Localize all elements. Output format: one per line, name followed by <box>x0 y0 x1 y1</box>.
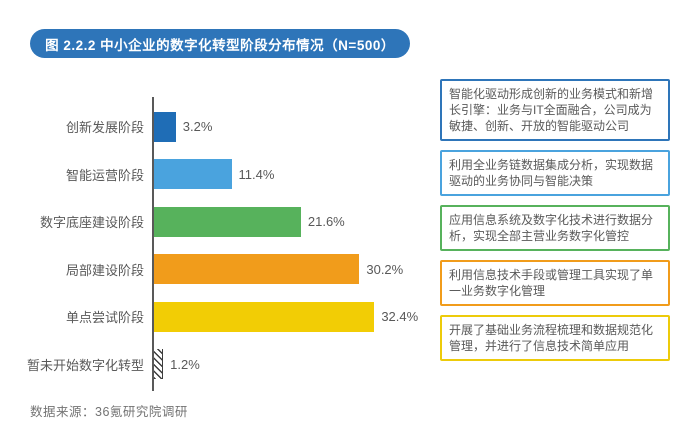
y-axis-line <box>152 97 154 391</box>
annotation-box-intelligent-operation: 利用全业务链数据集成分析，实现数据驱动的业务协同与智能决策 <box>440 150 670 196</box>
value-label: 3.2% <box>182 119 213 135</box>
category-label: 数字底座建设阶段 <box>39 215 144 231</box>
value-label: 11.4% <box>238 166 275 182</box>
chart-row: 暂未开始数字化转型 1.2% <box>18 341 432 389</box>
chart-row: 单点尝试阶段 32.4% <box>18 293 432 341</box>
figure-title-banner: 图 2.2.2 中小企业的数字化转型阶段分布情况（N=500） <box>30 29 410 58</box>
category-label: 创新发展阶段 <box>65 120 144 136</box>
category-label: 局部建设阶段 <box>65 262 144 278</box>
annotation-text: 开展了基础业务流程梳理和数据规范化管理，并进行了信息技术简单应用 <box>449 323 654 353</box>
chart-row: 智能运营阶段 11.4% <box>18 151 432 199</box>
chart-row: 创新发展阶段 3.2% <box>18 103 432 151</box>
annotation-box-digital-base: 应用信息系统及数字化技术进行数据分析，实现全部主营业务数字化管控 <box>440 205 670 251</box>
bar-single-point-trial-stage <box>154 301 375 332</box>
category-label: 单点尝试阶段 <box>65 310 144 326</box>
chart-row: 局部建设阶段 30.2% <box>18 246 432 294</box>
stage-description-panel: 智能化驱动形成创新的业务模式和新增长引擎：业务与IT全面融合，公司成为敏捷、创新… <box>440 79 670 361</box>
bar-partial-construction-stage <box>154 254 360 285</box>
bar-innovation-stage <box>154 111 176 142</box>
annotation-box-single-point-trial: 开展了基础业务流程梳理和数据规范化管理，并进行了信息技术简单应用 <box>440 315 670 361</box>
annotation-text: 应用信息系统及数字化技术进行数据分析，实现全部主营业务数字化管控 <box>449 213 654 243</box>
value-label: 32.4% <box>381 309 419 325</box>
category-label: 智能运营阶段 <box>65 167 144 183</box>
data-source: 数据来源：36氪研究院调研 <box>30 405 188 419</box>
bar-not-started-stage <box>154 349 164 380</box>
bar-rows: 创新发展阶段 3.2% 智能运营阶段 11.4% 数字底座建设阶段 21.6% … <box>18 103 432 388</box>
annotation-text: 智能化驱动形成创新的业务模式和新增长引擎：业务与IT全面融合，公司成为敏捷、创新… <box>449 87 654 133</box>
value-label: 30.2% <box>366 261 404 277</box>
bar-digital-base-stage <box>154 206 301 237</box>
category-label: 暂未开始数字化转型 <box>26 357 144 373</box>
bar-chart: 创新发展阶段 3.2% 智能运营阶段 11.4% 数字底座建设阶段 21.6% … <box>18 97 432 391</box>
value-label: 21.6% <box>307 214 345 230</box>
annotation-box-innovation: 智能化驱动形成创新的业务模式和新增长引擎：业务与IT全面融合，公司成为敏捷、创新… <box>440 79 670 141</box>
figure-title: 图 2.2.2 中小企业的数字化转型阶段分布情况（N=500） <box>45 37 395 53</box>
annotation-box-partial-construction: 利用信息技术手段或管理工具实现了单一业务数字化管理 <box>440 260 670 306</box>
annotation-text: 利用信息技术手段或管理工具实现了单一业务数字化管理 <box>449 268 654 298</box>
bar-intelligent-operation-stage <box>154 159 232 190</box>
annotation-text: 利用全业务链数据集成分析，实现数据驱动的业务协同与智能决策 <box>449 158 654 188</box>
chart-row: 数字底座建设阶段 21.6% <box>18 198 432 246</box>
value-label: 1.2% <box>170 356 200 372</box>
